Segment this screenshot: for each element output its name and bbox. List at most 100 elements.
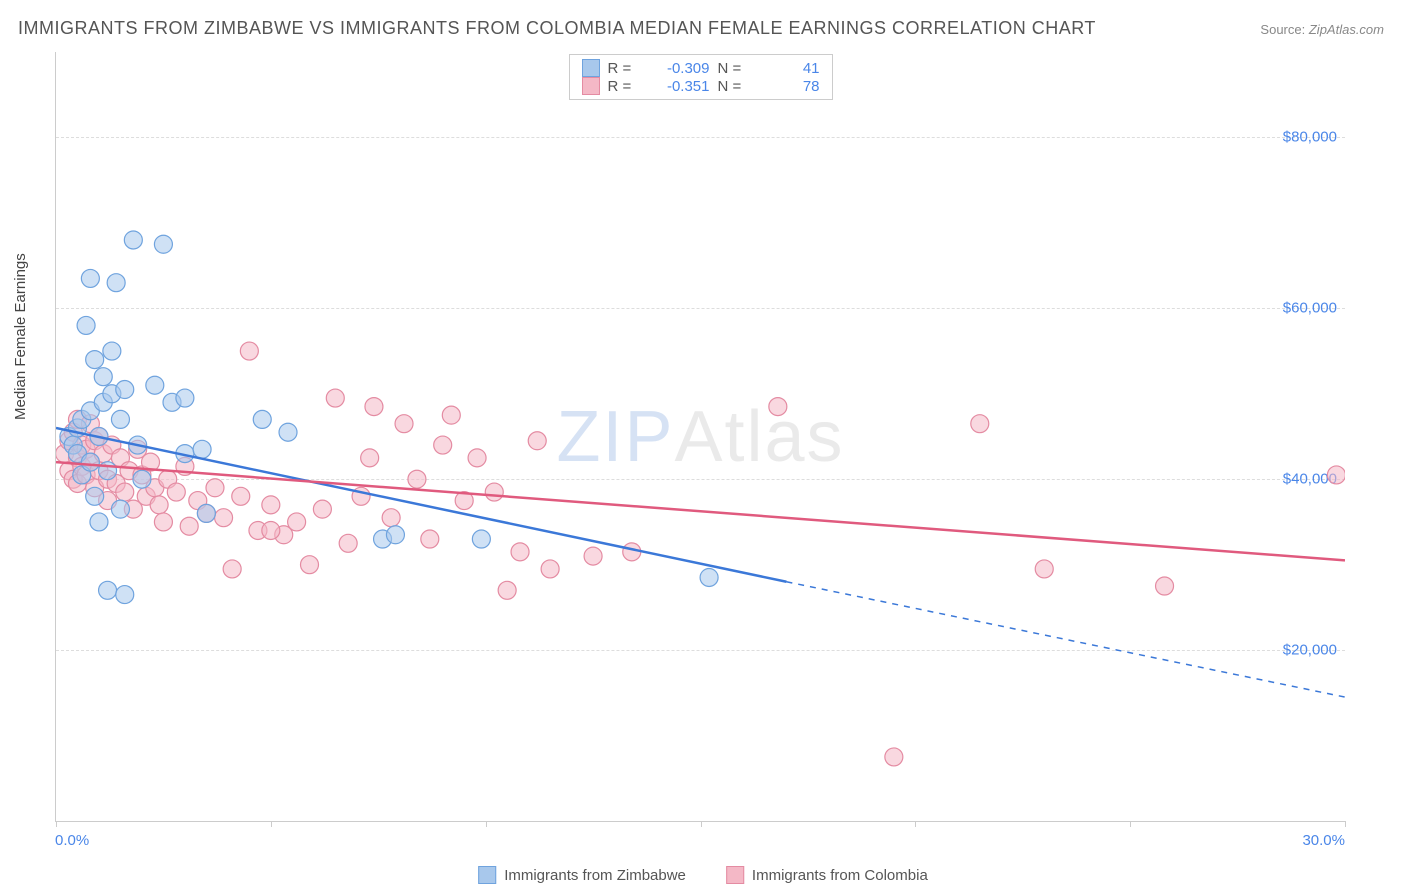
regression-line-zimbabwe: [56, 428, 786, 582]
scatter-point-zimbabwe: [99, 581, 117, 599]
scatter-point-colombia: [73, 436, 91, 454]
scatter-point-colombia: [769, 398, 787, 416]
legend-swatch-colombia: [582, 77, 600, 95]
scatter-point-zimbabwe: [154, 235, 172, 253]
scatter-point-colombia: [434, 436, 452, 454]
scatter-point-colombia: [111, 449, 129, 467]
scatter-point-colombia: [365, 398, 383, 416]
scatter-point-colombia: [541, 560, 559, 578]
scatter-point-colombia: [623, 543, 641, 561]
watermark: ZIPAtlas: [556, 396, 844, 478]
n-value-zimbabwe: 41: [758, 60, 820, 77]
x-tick: [915, 821, 916, 827]
scatter-point-colombia: [240, 342, 258, 360]
scatter-point-colombia: [313, 500, 331, 518]
scatter-point-colombia: [90, 428, 108, 446]
scatter-point-colombia: [68, 474, 86, 492]
scatter-point-zimbabwe: [124, 231, 142, 249]
scatter-point-colombia: [485, 483, 503, 501]
scatter-point-zimbabwe: [64, 436, 82, 454]
scatter-point-colombia: [77, 440, 95, 458]
scatter-point-colombia: [99, 492, 117, 510]
scatter-point-zimbabwe: [111, 500, 129, 518]
scatter-point-zimbabwe: [60, 428, 78, 446]
scatter-point-colombia: [146, 479, 164, 497]
scatter-point-colombia: [86, 432, 104, 450]
scatter-point-colombia: [142, 453, 160, 471]
scatter-point-colombia: [133, 466, 151, 484]
scatter-point-zimbabwe: [73, 466, 91, 484]
scatter-point-zimbabwe: [68, 419, 86, 437]
scatter-point-colombia: [81, 415, 99, 433]
scatter-point-colombia: [421, 530, 439, 548]
scatter-point-colombia: [197, 504, 215, 522]
scatter-point-zimbabwe: [94, 393, 112, 411]
scatter-point-colombia: [107, 474, 125, 492]
scatter-point-zimbabwe: [193, 440, 211, 458]
scatter-point-colombia: [1327, 466, 1345, 484]
scatter-point-colombia: [150, 496, 168, 514]
source-label: Source:: [1260, 22, 1305, 37]
scatter-point-colombia: [442, 406, 460, 424]
scatter-point-colombia: [395, 415, 413, 433]
legend-row-colombia: R = -0.351 N = 78: [582, 77, 820, 95]
scatter-point-zimbabwe: [94, 368, 112, 386]
scatter-point-colombia: [468, 449, 486, 467]
gridline: [56, 650, 1345, 651]
scatter-point-zimbabwe: [176, 389, 194, 407]
scatter-point-zimbabwe: [73, 410, 91, 428]
scatter-point-zimbabwe: [86, 351, 104, 369]
scatter-point-zimbabwe: [253, 410, 271, 428]
scatter-point-colombia: [215, 509, 233, 527]
scatter-point-colombia: [232, 487, 250, 505]
correlation-legend: R = -0.309 N = 41 R = -0.351 N = 78: [569, 54, 833, 100]
scatter-point-colombia: [262, 521, 280, 539]
scatter-point-colombia: [189, 492, 207, 510]
scatter-point-zimbabwe: [386, 526, 404, 544]
legend-label-zimbabwe: Immigrants from Zimbabwe: [504, 867, 686, 884]
scatter-point-zimbabwe: [700, 568, 718, 586]
scatter-point-colombia: [971, 415, 989, 433]
regression-line-dash-zimbabwe: [786, 582, 1345, 697]
scatter-point-zimbabwe: [103, 385, 121, 403]
scatter-point-colombia: [584, 547, 602, 565]
regression-line-colombia: [56, 462, 1345, 560]
scatter-point-colombia: [262, 496, 280, 514]
scatter-point-colombia: [249, 521, 267, 539]
scatter-point-colombia: [60, 432, 78, 450]
chart-svg: [56, 52, 1345, 821]
watermark-atlas: Atlas: [674, 397, 844, 477]
r-value-zimbabwe: -0.309: [648, 60, 710, 77]
scatter-point-zimbabwe: [129, 436, 147, 454]
watermark-zip: ZIP: [556, 397, 674, 477]
legend-swatch-zimbabwe: [582, 59, 600, 77]
scatter-point-zimbabwe: [90, 428, 108, 446]
scatter-point-colombia: [288, 513, 306, 531]
scatter-point-colombia: [223, 560, 241, 578]
scatter-point-zimbabwe: [90, 513, 108, 531]
scatter-point-zimbabwe: [81, 402, 99, 420]
scatter-point-colombia: [180, 517, 198, 535]
legend-item-colombia: Immigrants from Colombia: [726, 866, 928, 884]
scatter-point-colombia: [68, 410, 86, 428]
x-tick: [1130, 821, 1131, 827]
scatter-point-zimbabwe: [77, 316, 95, 334]
r-value-colombia: -0.351: [648, 78, 710, 95]
scatter-point-zimbabwe: [99, 462, 117, 480]
scatter-point-colombia: [528, 432, 546, 450]
scatter-point-colombia: [339, 534, 357, 552]
scatter-point-colombia: [455, 492, 473, 510]
source-attribution: Source: ZipAtlas.com: [1260, 22, 1384, 37]
r-label: R =: [608, 60, 640, 77]
source-value: ZipAtlas.com: [1309, 22, 1384, 37]
scatter-point-colombia: [275, 526, 293, 544]
gridline: [56, 308, 1345, 309]
legend-swatch-colombia-bottom: [726, 866, 744, 884]
scatter-point-zimbabwe: [374, 530, 392, 548]
x-tick: [56, 821, 57, 827]
y-axis-label: Median Female Earnings: [12, 253, 29, 420]
scatter-point-zimbabwe: [103, 342, 121, 360]
n-label: N =: [718, 60, 750, 77]
x-tick: [271, 821, 272, 827]
scatter-point-colombia: [73, 457, 91, 475]
